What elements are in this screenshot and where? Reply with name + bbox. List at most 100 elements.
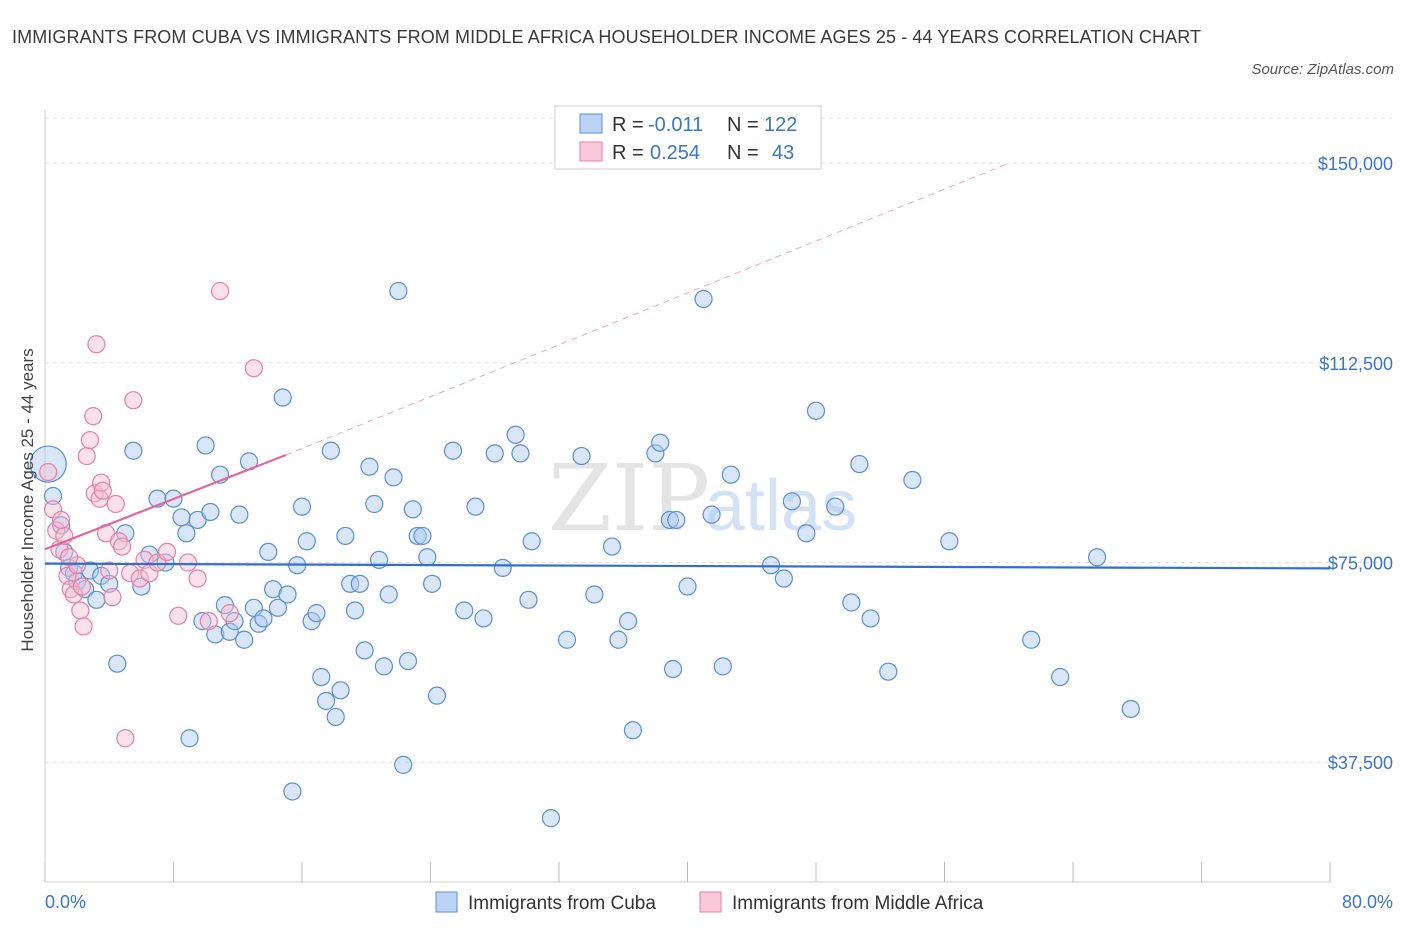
y-axis-title: Householder Income Ages 25 - 44 years [18,348,37,651]
cuba-point-71 [418,548,437,567]
cuba-point-22 [180,729,199,748]
cuba-point-112 [903,470,922,490]
legend-swatch-cuba [579,113,603,134]
cuba-point-1 [43,486,63,506]
cuba-point-96 [667,510,686,530]
middle-africa-point-41 [72,577,92,596]
middle-africa-point-31 [157,542,177,562]
cuba-point-87 [585,585,604,604]
cuba-point-66 [394,755,413,774]
middle-africa-point-0 [39,462,58,482]
x-tick-label-1: 80.0% [1342,892,1393,912]
middle-africa-point-35 [199,612,218,631]
cuba-point-38 [259,542,278,562]
cuba-point-33 [235,630,254,649]
cuba-point-107 [826,497,845,516]
cuba-point-97 [678,577,697,596]
x-tick-label-0: 0.0% [45,892,86,912]
middle-africa-point-21 [106,494,125,514]
top-legend: R = -0.011 N = 122 R = 0.254 N = 43 [554,105,822,170]
middle-africa-point-39 [51,510,71,530]
cuba-point-21 [177,524,196,543]
cuba-point-83 [522,532,541,551]
cuba-point-69 [408,526,427,546]
middle-africa-point-24 [116,729,135,748]
cuba-point-70 [413,526,432,546]
cuba-point-62 [374,657,394,676]
cuba-point-79 [493,558,512,577]
middle-africa-point-42 [93,481,112,500]
middle-africa-point-13 [84,407,103,426]
cuba-point-20 [172,508,191,527]
cuba-point-106 [806,401,826,420]
bottom-legend-label-cuba: Immigrants from Cuba [468,893,656,914]
cuba-point-53 [331,681,350,700]
cuba-point-77 [474,609,493,628]
cuba-point-63 [379,585,398,604]
cuba-point-7 [76,580,95,599]
cuba-point-110 [861,609,880,628]
cuba-point-26 [201,502,220,522]
cuba-point-82 [519,590,538,609]
cuba-point-56 [345,601,365,620]
cuba-point-50 [316,691,336,711]
cuba-point-76 [466,497,485,516]
cuba-point-115 [1051,667,1070,687]
middle-africa-point-38 [244,359,263,378]
cuba-point-43 [283,782,302,801]
middle-africa-point-12 [80,430,100,450]
cuba-point-86 [572,446,591,466]
trend-line-middle-africa-extended [285,162,1009,456]
cuba-point-95 [663,659,683,679]
middle-africa-point-27 [130,569,149,588]
cuba-point-49 [312,667,331,687]
cuba-point-117 [1121,699,1140,719]
watermark: ZIP atlas [548,445,857,552]
middle-africa-point-23 [112,537,132,556]
cuba-point-41 [273,388,292,407]
middle-africa-point-9 [71,601,90,620]
cuba-point-30 [220,622,239,641]
bottom-legend-label-middle-africa: Immigrants from Middle Africa [732,893,984,914]
cuba-point-99 [702,505,721,524]
y-tick-label-1: $75,000 [1328,554,1393,574]
cuba-point-12 [108,654,127,673]
legend-cuba-r-value: -0.011 [648,114,703,136]
x-tick-labels: 0.0% 80.0% [45,892,1393,912]
middle-africa-point-32 [169,606,188,625]
cuba-point-68 [403,500,422,519]
cuba-point-80 [506,425,525,444]
cuba-point-51 [321,441,341,460]
cuba-point-94 [660,510,679,530]
cuba-point-98 [694,289,713,309]
cuba-point-24 [193,612,212,631]
bottom-legend: Immigrants from Cuba Immigrants from Mid… [435,891,984,914]
bottom-legend-swatch-middle-africa [699,891,722,913]
cuba-point-108 [842,593,861,612]
middle-africa-point-26 [124,391,143,410]
cuba-point-67 [398,651,418,671]
series-middle-africa-points [39,281,263,748]
cuba-point-65 [389,281,408,301]
cuba-point-75 [455,601,474,620]
cuba-point-14 [124,441,143,460]
cuba-point-60 [365,494,384,514]
legend-cuba-n-value: 122 [764,114,797,136]
cuba-point-101 [721,465,740,484]
cuba-point-40 [268,598,288,617]
cuba-point-36 [249,614,268,633]
cuba-point-48 [307,604,326,623]
cuba-point-9 [87,590,106,609]
cuba-point-113 [940,532,959,551]
middle-africa-point-11 [77,446,96,466]
series-cuba-points [29,281,1140,828]
legend-cuba-r-label: R = [612,114,644,136]
middle-africa-point-33 [178,553,198,572]
trend-lines [44,162,1331,570]
cuba-point-89 [609,630,628,649]
cuba-point-114 [1022,630,1041,649]
cuba-point-105 [797,524,816,543]
cuba-point-100 [713,657,732,676]
cuba-point-91 [623,721,642,740]
